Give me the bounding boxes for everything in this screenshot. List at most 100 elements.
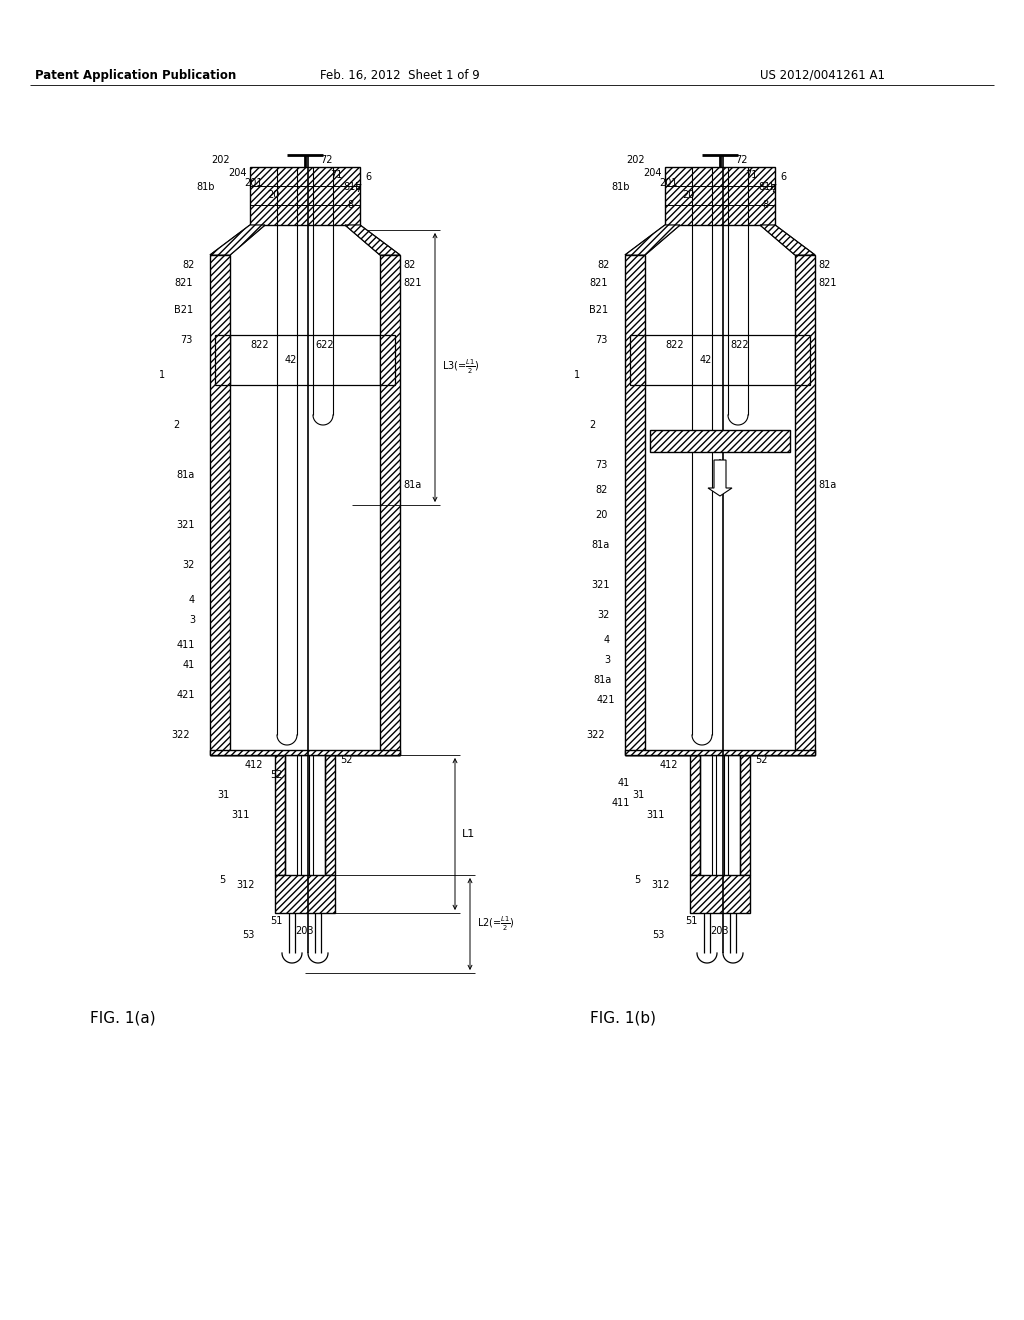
Text: 81b: 81b	[197, 182, 215, 191]
Text: 52: 52	[340, 755, 352, 766]
Text: L2(=$\frac{L1}{2}$): L2(=$\frac{L1}{2}$)	[477, 915, 515, 933]
Text: Patent Application Publication: Patent Application Publication	[35, 69, 237, 82]
Bar	[625, 255, 645, 755]
Bar	[275, 875, 335, 913]
Text: 20: 20	[683, 190, 695, 201]
Bar	[210, 255, 230, 755]
Bar	[795, 335, 810, 385]
Text: 42: 42	[285, 355, 297, 366]
Text: 821: 821	[818, 279, 837, 288]
Bar	[625, 750, 815, 755]
Text: 421: 421	[176, 690, 195, 700]
Text: 72: 72	[319, 154, 333, 165]
Text: 20: 20	[267, 190, 280, 201]
Text: 204: 204	[643, 168, 662, 178]
Text: 2: 2	[174, 420, 180, 430]
Text: 312: 312	[651, 880, 670, 890]
Text: 201: 201	[245, 178, 263, 187]
Text: 821: 821	[174, 279, 193, 288]
Text: 5: 5	[219, 875, 225, 884]
Text: 8: 8	[347, 201, 353, 210]
Polygon shape	[708, 459, 732, 496]
Text: 7: 7	[355, 183, 361, 194]
Text: 1: 1	[573, 370, 580, 380]
Bar	[740, 755, 750, 875]
Text: 82: 82	[818, 260, 830, 271]
Text: 4: 4	[604, 635, 610, 645]
Text: L3(=$\frac{L1}{2}$): L3(=$\frac{L1}{2}$)	[442, 358, 480, 376]
Text: 4: 4	[188, 595, 195, 605]
Text: 1: 1	[159, 370, 165, 380]
Text: 51: 51	[685, 916, 697, 927]
Text: 822: 822	[665, 341, 684, 350]
Text: 312: 312	[237, 880, 255, 890]
Polygon shape	[625, 224, 680, 255]
Text: 311: 311	[231, 810, 250, 820]
Bar	[380, 255, 400, 755]
Text: 73: 73	[596, 335, 608, 345]
Text: B21: B21	[589, 305, 608, 315]
Text: 51: 51	[270, 916, 283, 927]
Text: 6: 6	[780, 172, 786, 182]
Text: 3: 3	[188, 615, 195, 624]
Text: 322: 322	[171, 730, 190, 741]
Text: 32: 32	[182, 560, 195, 570]
Text: 311: 311	[646, 810, 665, 820]
Text: 622: 622	[315, 341, 334, 350]
Text: 42: 42	[700, 355, 713, 366]
Text: L1: L1	[462, 829, 475, 840]
Text: 52: 52	[270, 770, 283, 780]
Text: 321: 321	[176, 520, 195, 531]
Text: 6: 6	[365, 172, 371, 182]
Polygon shape	[760, 224, 815, 255]
Text: 322: 322	[587, 730, 605, 741]
Text: 8: 8	[762, 201, 768, 210]
Text: US 2012/0041261 A1: US 2012/0041261 A1	[760, 69, 885, 82]
Text: 81b: 81b	[611, 182, 630, 191]
Text: 71: 71	[330, 170, 342, 180]
Text: 5: 5	[634, 875, 640, 884]
Text: 32: 32	[598, 610, 610, 620]
Text: 822: 822	[730, 341, 749, 350]
Polygon shape	[210, 224, 265, 255]
Text: 411: 411	[176, 640, 195, 649]
Text: 81a: 81a	[403, 480, 421, 490]
Text: 821: 821	[590, 279, 608, 288]
Text: 821: 821	[403, 279, 422, 288]
Text: B21: B21	[174, 305, 193, 315]
Text: 421: 421	[597, 696, 615, 705]
Text: FIG. 1(a): FIG. 1(a)	[90, 1011, 156, 1026]
Bar	[210, 750, 400, 755]
Text: 72: 72	[735, 154, 748, 165]
Text: 2: 2	[589, 420, 595, 430]
Bar	[795, 255, 815, 755]
Text: 41: 41	[617, 777, 630, 788]
Text: 201: 201	[659, 178, 678, 187]
Text: 202: 202	[211, 154, 230, 165]
Bar	[325, 755, 335, 875]
Text: 82: 82	[596, 484, 608, 495]
Bar	[250, 168, 360, 224]
Text: 81a: 81a	[592, 540, 610, 550]
Text: 7: 7	[770, 183, 776, 194]
Text: 412: 412	[660, 760, 679, 770]
Text: 53: 53	[652, 931, 665, 940]
Text: 81a: 81a	[177, 470, 195, 480]
Text: 321: 321	[592, 579, 610, 590]
Text: 52: 52	[755, 755, 768, 766]
Text: 81a: 81a	[818, 480, 837, 490]
Text: 71: 71	[745, 170, 758, 180]
Text: 822: 822	[250, 341, 268, 350]
Text: 82: 82	[403, 260, 416, 271]
Text: FIG. 1(b): FIG. 1(b)	[590, 1011, 656, 1026]
Text: 3: 3	[604, 655, 610, 665]
Text: 31: 31	[633, 789, 645, 800]
Polygon shape	[345, 224, 400, 255]
Text: 203: 203	[710, 927, 728, 936]
Bar	[380, 335, 395, 385]
Bar	[690, 755, 700, 875]
Bar	[275, 755, 285, 875]
Bar	[630, 335, 645, 385]
Text: 82: 82	[182, 260, 195, 271]
Text: 20: 20	[596, 510, 608, 520]
